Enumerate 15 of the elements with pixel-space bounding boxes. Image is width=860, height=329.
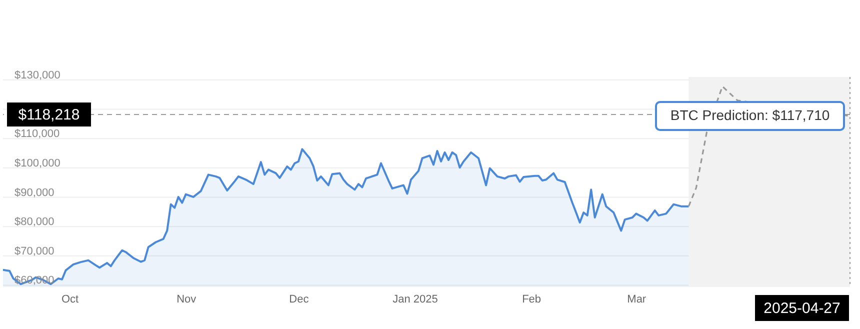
y-tick-label: $100,000: [14, 157, 60, 170]
y-tick-label: $70,000: [14, 245, 54, 258]
x-tick-label: Jan 2025: [392, 294, 438, 306]
y-tick-label: $130,000: [14, 69, 60, 82]
x-tick-label: Nov: [176, 294, 197, 306]
annotation: BTC Prediction: $117,710: [670, 106, 830, 123]
y-tick-label: $90,000: [14, 186, 54, 199]
ref-line-label: 2025-04-27: [764, 300, 840, 317]
x-tick-label: Dec: [289, 294, 310, 306]
y-tick-label: $110,000: [14, 128, 60, 140]
x-tick-label: Mar: [627, 294, 646, 306]
y-tick-label: $80,000: [14, 216, 54, 228]
ref-line-label: $118,218: [18, 106, 80, 124]
x-tick-label: Oct: [61, 294, 79, 306]
x-tick-label: Feb: [522, 294, 542, 306]
